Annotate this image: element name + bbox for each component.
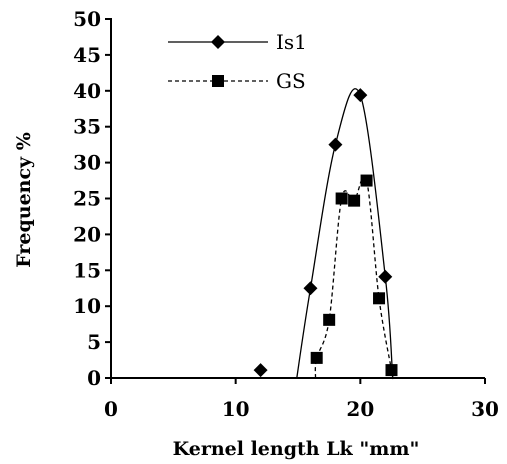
data-point-gs <box>335 192 348 205</box>
legend-marker-is1 <box>211 35 225 49</box>
data-point-gs <box>348 194 361 207</box>
axes: 0 5 10 15 20 25 30 35 40 45 50 0 10 20 30 <box>73 7 499 421</box>
y-tick-label: 45 <box>73 43 101 67</box>
y-tick-label: 35 <box>73 115 101 139</box>
data-point-gs <box>360 174 373 187</box>
x-tick-label: 20 <box>346 397 374 421</box>
series-line-is1 <box>296 88 394 379</box>
y-tick-label: 5 <box>87 330 101 354</box>
series-layer <box>253 88 398 380</box>
data-point-is1 <box>328 137 343 152</box>
legend-label-is1: Is1 <box>276 30 307 54</box>
y-tick-label: 10 <box>73 294 101 318</box>
y-tick-label: 0 <box>87 366 101 390</box>
data-point-is1 <box>378 269 393 284</box>
y-tick-label: 20 <box>73 222 101 246</box>
data-point-gs <box>373 292 386 305</box>
x-tick-label: 30 <box>471 397 499 421</box>
data-point-is1 <box>353 88 368 103</box>
legend-label-gs: GS <box>276 69 306 93</box>
legend-marker-gs <box>212 75 224 87</box>
y-tick-label: 15 <box>73 258 101 282</box>
x-tick-label: 10 <box>222 397 250 421</box>
x-tick-label: 0 <box>104 397 118 421</box>
y-tick-label: 40 <box>73 79 101 103</box>
data-point-gs <box>385 364 398 377</box>
x-axis-title: Kernel length Lk "mm" <box>173 438 420 460</box>
data-point-is1 <box>253 363 268 378</box>
y-tick-label: 50 <box>73 7 101 31</box>
series-gs <box>310 174 398 380</box>
y-axis-title: Frequency % <box>13 132 35 268</box>
y-tick-label: 25 <box>73 187 101 211</box>
y-tick-label: 30 <box>73 151 101 175</box>
data-point-gs <box>310 351 323 364</box>
legend: Is1 GS <box>168 30 307 93</box>
data-point-gs <box>323 313 336 326</box>
data-point-is1 <box>303 281 318 296</box>
series-is1 <box>253 88 394 379</box>
